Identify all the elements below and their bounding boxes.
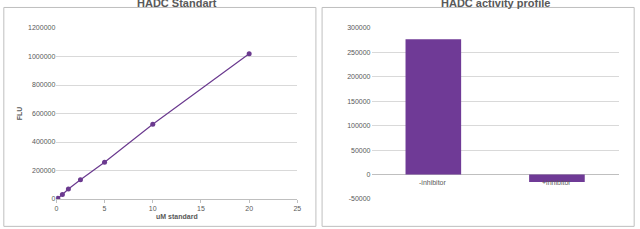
svg-text:HADC activity profile: HADC activity profile	[441, 0, 550, 9]
svg-text:150000: 150000	[347, 98, 370, 105]
svg-text:uM standard: uM standard	[156, 213, 198, 220]
svg-text:FLU: FLU	[16, 107, 23, 121]
svg-text:+inhibitor: +inhibitor	[542, 179, 571, 186]
svg-text:25: 25	[293, 205, 301, 212]
svg-text:100000: 100000	[347, 122, 370, 129]
svg-text:800000: 800000	[32, 81, 55, 88]
svg-text:-50000: -50000	[349, 195, 371, 202]
svg-text:15: 15	[197, 205, 205, 212]
svg-text:20: 20	[245, 205, 253, 212]
svg-text:0: 0	[367, 171, 371, 178]
svg-text:1000000: 1000000	[28, 53, 55, 60]
svg-text:10: 10	[149, 205, 157, 212]
svg-text:50000: 50000	[351, 147, 371, 154]
svg-text:200000: 200000	[347, 73, 370, 80]
svg-text:1200000: 1200000	[28, 24, 55, 31]
svg-text:600000: 600000	[32, 110, 55, 117]
svg-text:250000: 250000	[347, 49, 370, 56]
svg-text:0: 0	[51, 195, 55, 202]
svg-text:5: 5	[103, 205, 107, 212]
svg-text:300000: 300000	[347, 24, 370, 31]
svg-text:-inhibitor: -inhibitor	[419, 179, 447, 186]
svg-text:400000: 400000	[32, 138, 55, 145]
svg-text:HADC Standart: HADC Standart	[137, 0, 217, 9]
svg-text:200000: 200000	[32, 167, 55, 174]
svg-text:0: 0	[54, 205, 58, 212]
